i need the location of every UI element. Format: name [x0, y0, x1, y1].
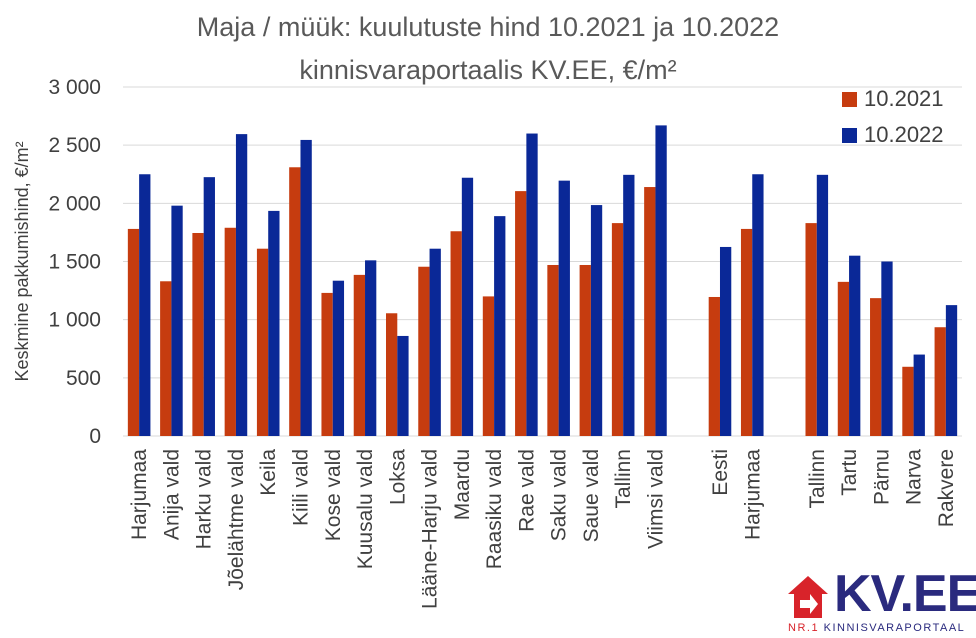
house-arrow-icon: [788, 576, 828, 618]
x-tick-label: Rae vald: [515, 449, 538, 532]
bar-10-2022: [429, 248, 441, 436]
bar-10-2022: [526, 133, 538, 437]
legend-swatch-2022: [842, 127, 857, 143]
bar-10-2022: [332, 280, 345, 436]
bar-10-2021: [644, 187, 656, 436]
bar-10-2021: [515, 191, 527, 436]
x-tick-label: Narva: [903, 449, 926, 505]
bar-10-2022: [881, 261, 893, 436]
x-tick-label: Loksa: [386, 449, 409, 505]
bar-10-2021: [224, 227, 236, 436]
bar-10-2022: [171, 205, 183, 436]
bar-10-2021: [385, 313, 398, 436]
y-tick-label: 2 500: [48, 134, 101, 157]
y-axis-label: Keskmine pakkumishind, €/m²: [12, 141, 32, 382]
bar-10-2021: [805, 223, 817, 436]
bar-10-2021: [353, 274, 366, 436]
bar-10-2022: [623, 174, 635, 436]
x-tick-label: Rakvere: [935, 449, 958, 527]
x-tick-label: Keila: [257, 449, 280, 496]
x-tick-label: Lääne-Harju vald: [419, 449, 442, 609]
y-tick-label: 0: [89, 425, 101, 448]
x-tick-label: Harku vald: [193, 449, 216, 549]
bar-10-2021: [321, 292, 333, 436]
bar-10-2022: [752, 174, 764, 436]
y-tick-label: 500: [66, 367, 101, 390]
legend-label-2021: 10.2021: [864, 86, 944, 111]
bar-10-2022: [494, 216, 506, 436]
bar-10-2021: [740, 228, 753, 436]
logo-tagline: NR.1 KINNISVARAPORTAAL: [788, 622, 965, 634]
bar-10-2022: [558, 180, 570, 436]
bar-10-2022: [397, 335, 409, 436]
bar-10-2021: [289, 167, 301, 436]
bar-10-2022: [719, 246, 732, 436]
legend-swatch-2021: [842, 91, 857, 107]
x-tick-label: Saku vald: [548, 449, 571, 541]
bar-10-2022: [590, 205, 603, 436]
chart-subtitle: kinnisvaraportaalis KV.EE, €/m²: [299, 55, 677, 85]
legend-item-2021: 10.2021: [842, 86, 944, 112]
legend-item-2022: 10.2022: [842, 122, 944, 148]
bar-10-2022: [849, 255, 861, 436]
x-tick-label: Saue vald: [580, 449, 603, 542]
bar-10-2021: [934, 327, 946, 436]
x-tick-label: Kuusalu vald: [354, 449, 377, 569]
x-tick-label: Viimsi vald: [644, 449, 667, 549]
bar-10-2022: [300, 139, 312, 436]
logo-wordmark: KV.EE: [834, 565, 976, 623]
bar-10-2022: [461, 177, 474, 437]
bar-10-2022: [816, 174, 829, 436]
y-tick-label: 3 000: [48, 76, 101, 99]
logo-tagline-prefix: NR.1: [788, 622, 820, 634]
bar-10-2022: [268, 210, 280, 436]
bar-10-2021: [192, 232, 204, 436]
bar-10-2022: [913, 354, 925, 436]
x-tick-label: Jõelähtme vald: [225, 449, 248, 590]
bar-10-2021: [611, 223, 624, 436]
x-tick-label: Kose vald: [322, 449, 345, 541]
bar-10-2022: [945, 305, 958, 436]
x-tick-label: Harjumaa: [128, 449, 151, 540]
bar-10-2022: [365, 260, 377, 436]
x-tick-label: Anija vald: [160, 449, 183, 540]
legend-label-2022: 10.2022: [864, 122, 944, 147]
bar-10-2021: [418, 266, 430, 436]
bar-10-2021: [127, 228, 140, 436]
x-tick-label: Tallinn: [806, 449, 829, 509]
bar-10-2021: [482, 296, 495, 436]
bar-10-2021: [579, 264, 591, 436]
bar-10-2021: [708, 296, 720, 436]
bar-10-2021: [870, 298, 882, 436]
y-tick-label: 2 000: [48, 192, 101, 215]
logo-tagline-text: KINNISVARAPORTAAL: [823, 622, 966, 634]
bar-10-2021: [837, 281, 850, 436]
chart-title: Maja / müük: kuulutuste hind 10.2021 ja …: [196, 12, 780, 42]
y-tick-label: 1 500: [48, 251, 101, 274]
bar-10-2022: [139, 174, 151, 436]
x-tick-label: Maardu: [451, 449, 474, 520]
y-tick-label: 1 000: [48, 309, 101, 332]
x-tick-label: Harjumaa: [741, 449, 764, 540]
x-tick-label: Kiili vald: [289, 449, 312, 526]
bar-10-2021: [450, 231, 462, 436]
bar-10-2022: [203, 177, 215, 437]
bar-10-2022: [655, 125, 667, 436]
bar-10-2021: [902, 366, 914, 436]
x-tick-label: Raasiku vald: [483, 449, 506, 569]
x-tick-label: Tallinn: [612, 449, 635, 509]
x-tick-label: Eesti: [709, 449, 732, 496]
bar-10-2021: [256, 248, 269, 436]
bar-10-2022: [235, 134, 248, 437]
bar-10-2021: [160, 281, 172, 436]
bar-10-2021: [547, 264, 559, 436]
x-tick-label: Pärnu: [870, 449, 893, 505]
x-tick-label: Tartu: [838, 449, 861, 496]
kv-ee-logo: KV.EE NR.1 KINNISVARAPORTAAL: [786, 565, 976, 636]
